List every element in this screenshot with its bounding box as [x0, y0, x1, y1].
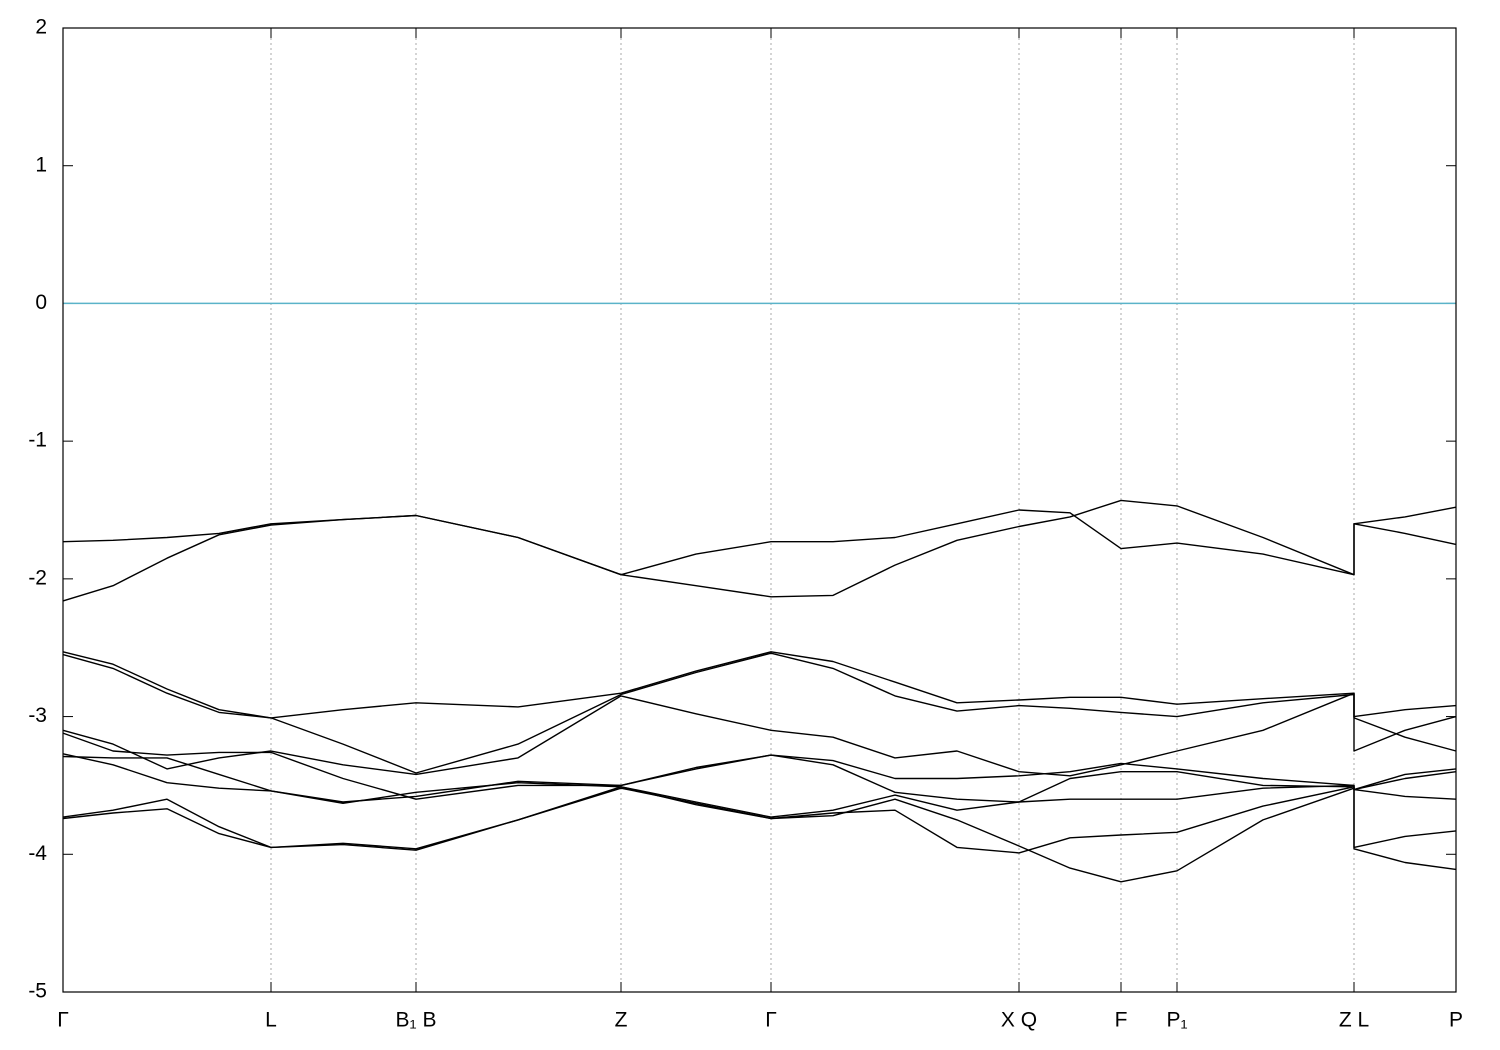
- x-tick-label: F: [1115, 1009, 1128, 1032]
- x-tick-label: L: [265, 1009, 277, 1032]
- band-line: [62, 755, 1457, 818]
- x-tick-label: P: [1449, 1009, 1463, 1032]
- x-tick-label: Γ: [765, 1009, 777, 1032]
- band-line: [62, 499, 1457, 602]
- x-tick-label: X Q: [1001, 1009, 1037, 1032]
- band-line: [62, 732, 1457, 800]
- x-tick-label: B₁ B: [396, 1009, 437, 1032]
- band-line: [62, 506, 1457, 576]
- y-tick-label: -3: [28, 704, 47, 727]
- y-tick-label: 2: [35, 16, 47, 39]
- band-line: [62, 651, 1457, 719]
- band-line: [62, 787, 1457, 883]
- y-tick-label: -2: [28, 566, 47, 589]
- band-line: [62, 753, 1457, 803]
- y-tick-label: -5: [28, 980, 47, 1003]
- x-tick-label: P₁: [1166, 1009, 1187, 1032]
- y-tick-label: 0: [35, 291, 47, 314]
- band-line: [62, 652, 1457, 774]
- x-tick-label: Γ: [57, 1009, 69, 1032]
- band-line: [62, 786, 1457, 854]
- plot-frame: [62, 27, 1457, 993]
- y-tick-label: -4: [28, 842, 47, 865]
- band-line: [62, 692, 1457, 777]
- x-tick-label: Z: [615, 1009, 628, 1032]
- y-tick-label: -1: [28, 429, 47, 452]
- x-tick-label: Z L: [1339, 1009, 1369, 1032]
- y-tick-label: 1: [35, 153, 47, 176]
